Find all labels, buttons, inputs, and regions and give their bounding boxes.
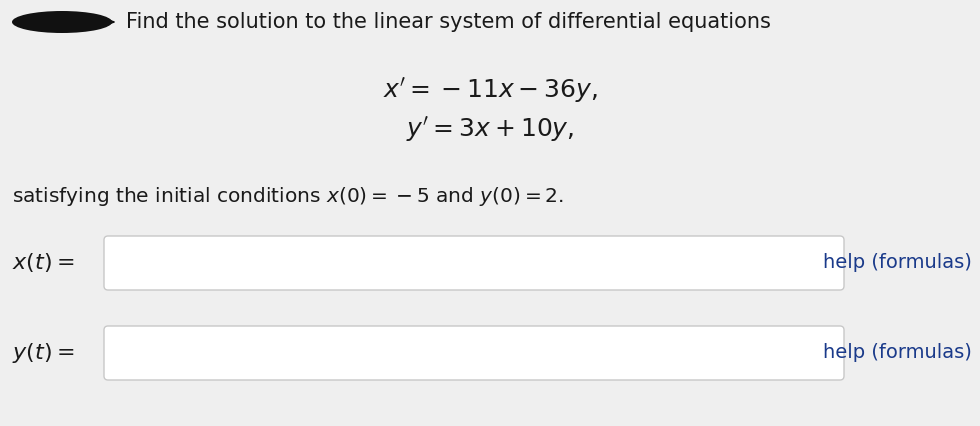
Text: $x' = -11x - 36y,$: $x' = -11x - 36y,$ — [382, 75, 598, 104]
Text: $x(t) =$: $x(t) =$ — [12, 251, 74, 274]
Text: help (formulas): help (formulas) — [823, 253, 972, 273]
Text: help (formulas): help (formulas) — [823, 343, 972, 363]
Text: Find the solution to the linear system of differential equations: Find the solution to the linear system o… — [126, 12, 771, 32]
Text: satisfying the initial conditions $x(0) = -5$ and $y(0) = 2.$: satisfying the initial conditions $x(0) … — [12, 184, 563, 207]
Text: $y' = 3x + 10y,$: $y' = 3x + 10y,$ — [406, 115, 574, 144]
FancyBboxPatch shape — [104, 326, 844, 380]
FancyBboxPatch shape — [104, 236, 844, 290]
Ellipse shape — [12, 11, 112, 33]
Text: $y(t) =$: $y(t) =$ — [12, 341, 74, 365]
